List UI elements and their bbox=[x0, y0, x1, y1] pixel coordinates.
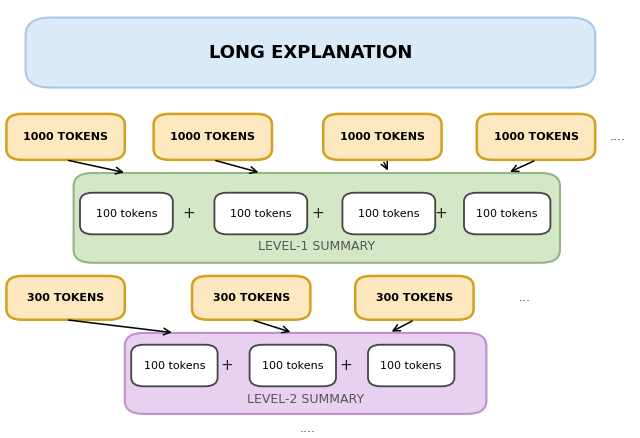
Text: ....: .... bbox=[300, 422, 315, 435]
FancyBboxPatch shape bbox=[323, 114, 442, 160]
Text: ....: .... bbox=[610, 130, 626, 143]
FancyBboxPatch shape bbox=[154, 114, 272, 160]
Text: ...: ... bbox=[519, 291, 531, 304]
Text: 300 TOKENS: 300 TOKENS bbox=[27, 293, 104, 303]
FancyBboxPatch shape bbox=[342, 193, 435, 234]
FancyBboxPatch shape bbox=[192, 276, 310, 320]
Text: +: + bbox=[434, 206, 447, 221]
FancyBboxPatch shape bbox=[214, 193, 307, 234]
Text: 1000 TOKENS: 1000 TOKENS bbox=[23, 132, 108, 142]
FancyBboxPatch shape bbox=[125, 333, 486, 414]
FancyBboxPatch shape bbox=[355, 276, 474, 320]
Text: 1000 TOKENS: 1000 TOKENS bbox=[340, 132, 425, 142]
FancyBboxPatch shape bbox=[80, 193, 173, 234]
Text: 100 tokens: 100 tokens bbox=[230, 208, 292, 219]
FancyBboxPatch shape bbox=[250, 345, 336, 386]
Text: 100 tokens: 100 tokens bbox=[262, 360, 324, 371]
Text: 100 tokens: 100 tokens bbox=[358, 208, 420, 219]
FancyBboxPatch shape bbox=[464, 193, 550, 234]
Text: 100 tokens: 100 tokens bbox=[380, 360, 442, 371]
Text: 100 tokens: 100 tokens bbox=[95, 208, 157, 219]
FancyBboxPatch shape bbox=[74, 173, 560, 263]
Text: 100 tokens: 100 tokens bbox=[143, 360, 205, 371]
Text: +: + bbox=[312, 206, 324, 221]
FancyBboxPatch shape bbox=[6, 276, 125, 320]
FancyBboxPatch shape bbox=[131, 345, 218, 386]
Text: LEVEL-2 SUMMARY: LEVEL-2 SUMMARY bbox=[247, 393, 364, 406]
Text: LONG EXPLANATION: LONG EXPLANATION bbox=[209, 43, 412, 62]
Text: 1000 TOKENS: 1000 TOKENS bbox=[170, 132, 255, 142]
Text: 100 tokens: 100 tokens bbox=[476, 208, 538, 219]
FancyBboxPatch shape bbox=[26, 18, 595, 88]
Text: +: + bbox=[182, 206, 195, 221]
FancyBboxPatch shape bbox=[6, 114, 125, 160]
Text: 300 TOKENS: 300 TOKENS bbox=[212, 293, 290, 303]
Text: LEVEL-1 SUMMARY: LEVEL-1 SUMMARY bbox=[258, 240, 376, 253]
Text: +: + bbox=[221, 358, 234, 373]
Text: 1000 TOKENS: 1000 TOKENS bbox=[493, 132, 579, 142]
FancyBboxPatch shape bbox=[477, 114, 595, 160]
Text: 300 TOKENS: 300 TOKENS bbox=[376, 293, 453, 303]
Text: +: + bbox=[339, 358, 352, 373]
FancyBboxPatch shape bbox=[368, 345, 454, 386]
